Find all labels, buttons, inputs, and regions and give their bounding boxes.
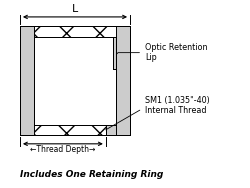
Bar (34, 37, 116, 125)
Bar (20, 26, 34, 135)
Bar (20, 26, 130, 37)
Text: Includes One Retaining Ring: Includes One Retaining Ring (20, 170, 164, 179)
Text: ←Thread Depth→: ←Thread Depth→ (30, 145, 96, 154)
Text: SM1 (1.035"-40)
Internal Thread: SM1 (1.035"-40) Internal Thread (106, 96, 210, 130)
Bar (106, 125, 130, 135)
Text: L: L (72, 4, 78, 14)
Bar (20, 125, 106, 135)
Text: Optic Retention
Lip: Optic Retention Lip (116, 43, 208, 62)
Bar (112, 37, 116, 69)
Bar (116, 26, 130, 135)
